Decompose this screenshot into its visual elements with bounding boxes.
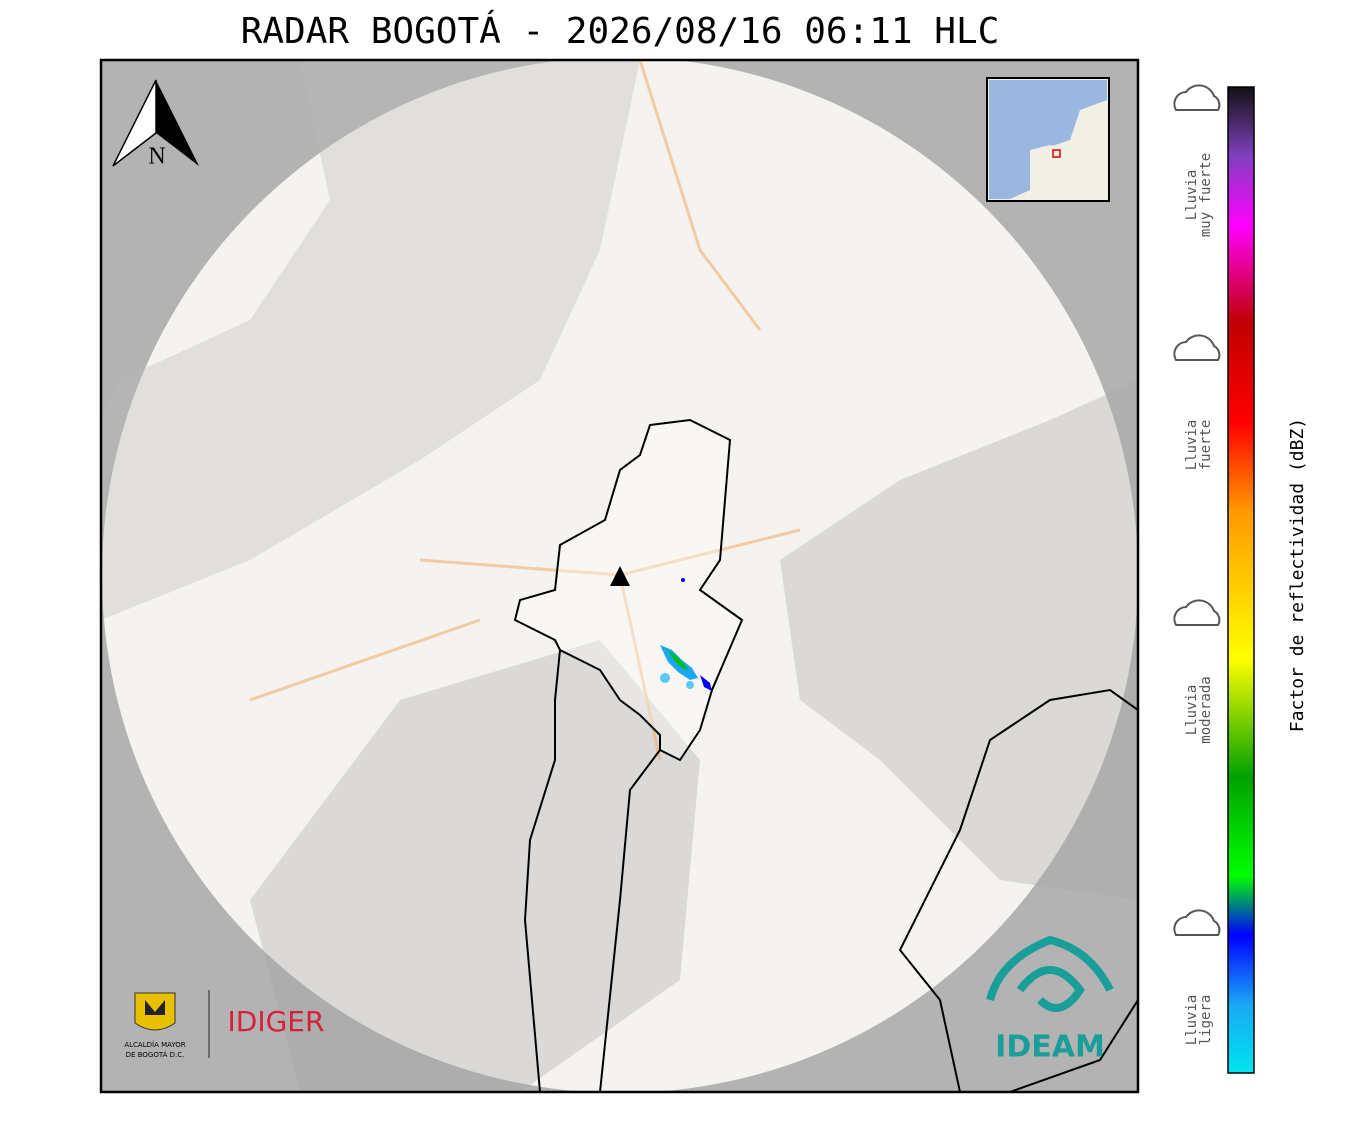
logo-alcaldia: [134, 990, 210, 1058]
rain-label: moderada: [1198, 676, 1214, 743]
cloud-icon: [1173, 909, 1221, 936]
rain-label: Lluvia: [1184, 170, 1200, 221]
cloud-icon: [1173, 84, 1221, 111]
logo-text: DE BOGOTÁ D.C.: [126, 1050, 185, 1059]
north-label: N: [148, 144, 165, 170]
rain-label: Lluvia: [1184, 995, 1200, 1046]
radar-echo: [660, 578, 712, 691]
title: RADAR BOGOTÁ - 2026/08/16 06:11 HLC: [241, 10, 1000, 52]
colorbar: [1227, 86, 1255, 1074]
logo-ideam-mark: [986, 935, 1114, 1012]
rain-label: muy fuerte: [1198, 153, 1214, 237]
rain-label: Lluvia: [1184, 685, 1200, 736]
logo-idiger: IDIGER: [228, 1005, 325, 1038]
cloud-icon: [1173, 599, 1221, 626]
map-frame: [99, 58, 1140, 1094]
colorbar-label: Factor de reflectividad (dBZ): [1287, 418, 1308, 732]
radar-site: [610, 566, 630, 586]
logo-text: ALCALDÍA MAYOR: [124, 1040, 185, 1049]
north-arrow: N: [112, 79, 199, 170]
rain-label: fuerte: [1198, 420, 1214, 471]
cloud-icon: [1173, 334, 1221, 361]
rain-label: Lluvia: [1184, 420, 1200, 471]
rain-label: ligera: [1198, 995, 1214, 1046]
logo-ideam: IDEAM: [995, 1030, 1105, 1065]
